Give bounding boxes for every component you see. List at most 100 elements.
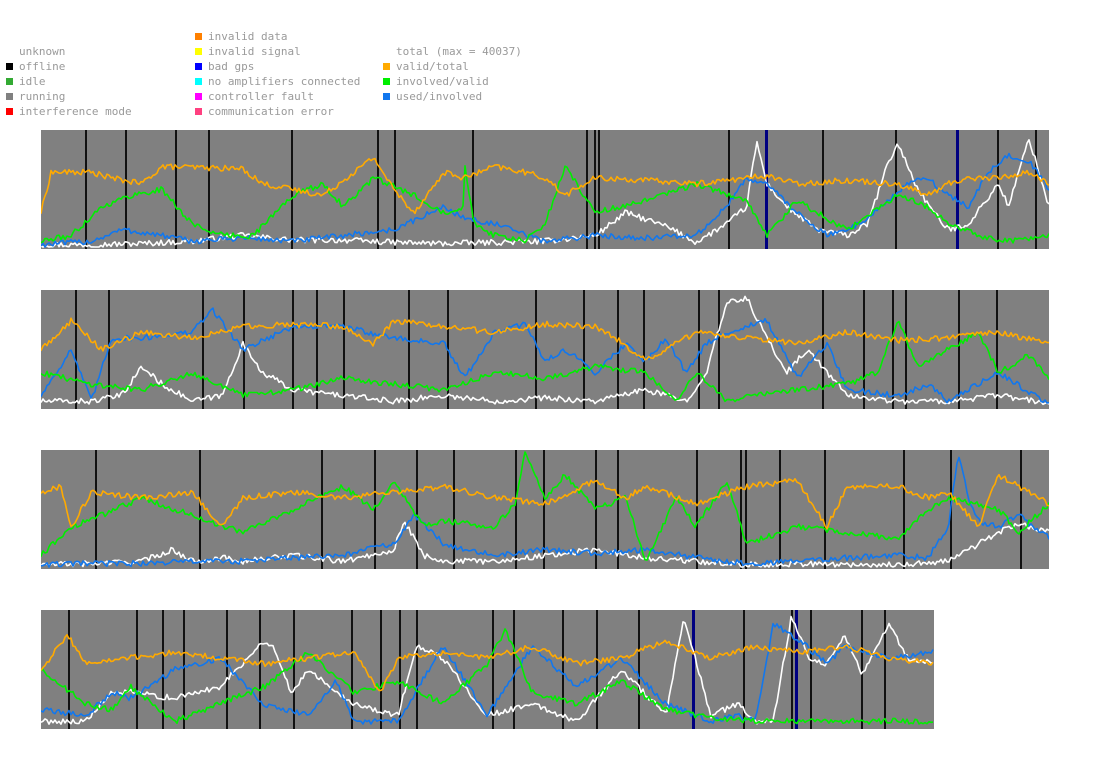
offline-marker xyxy=(472,130,474,249)
offline-marker xyxy=(863,290,865,409)
offline-marker xyxy=(374,450,376,569)
legend-label: idle xyxy=(19,75,46,88)
offline-marker xyxy=(822,130,824,249)
legend-swatch xyxy=(195,93,202,100)
legend-item: communication error xyxy=(195,104,360,119)
strip-1 xyxy=(41,130,1049,249)
offline-marker xyxy=(316,290,318,409)
offline-marker xyxy=(903,450,905,569)
offline-marker xyxy=(535,290,537,409)
series-line-valid-total xyxy=(41,633,934,692)
offline-marker xyxy=(598,130,600,249)
offline-marker xyxy=(779,450,781,569)
series-line-valid-total xyxy=(41,473,1049,530)
offline-marker xyxy=(617,450,619,569)
legend-swatch xyxy=(6,48,13,55)
legend-swatch xyxy=(6,63,13,70)
series-line-valid-total xyxy=(41,317,1049,361)
legend-swatch xyxy=(383,48,390,55)
offline-marker xyxy=(1035,130,1037,249)
legend-status: unknown offline idle running interference mo… xyxy=(6,44,132,119)
offline-marker xyxy=(226,610,228,729)
offline-marker xyxy=(583,290,585,409)
legend-swatch xyxy=(6,78,13,85)
legend-label: communication error xyxy=(208,105,334,118)
legend-swatch xyxy=(195,108,202,115)
strip-plot xyxy=(41,610,934,729)
legend-label: used/involved xyxy=(396,90,483,103)
legend-item: running xyxy=(6,89,132,104)
offline-marker xyxy=(698,290,700,409)
offline-marker xyxy=(643,290,645,409)
offline-marker xyxy=(543,450,545,569)
legend-swatch xyxy=(383,93,390,100)
offline-marker xyxy=(68,610,70,729)
offline-marker xyxy=(377,130,379,249)
offline-marker xyxy=(562,610,564,729)
strip-3 xyxy=(41,450,1049,569)
offline-marker xyxy=(125,130,127,249)
offline-marker xyxy=(208,130,210,249)
legend-label: invalid signal xyxy=(208,45,301,58)
offline-marker xyxy=(380,610,382,729)
legend-label: interference mode xyxy=(19,105,132,118)
offline-marker xyxy=(183,610,185,729)
offline-marker xyxy=(996,290,998,409)
offline-marker xyxy=(997,130,999,249)
offline-marker xyxy=(136,610,138,729)
series-line-involved-valid xyxy=(41,628,934,725)
offline-marker xyxy=(75,290,77,409)
plot-background xyxy=(41,130,1049,249)
legend-item: bad gps xyxy=(195,59,360,74)
legend-item: unknown xyxy=(6,44,132,59)
legend-label: involved/valid xyxy=(396,75,489,88)
strip-4 xyxy=(41,610,934,729)
offline-marker xyxy=(791,610,793,729)
legend-swatch xyxy=(6,108,13,115)
legend-item: offline xyxy=(6,59,132,74)
series-line-used-involved xyxy=(41,307,1049,404)
strip-plot xyxy=(41,290,1049,409)
plot-background xyxy=(41,610,934,729)
legend-item: total (max = 40037) xyxy=(383,44,522,59)
legend-item: invalid signal xyxy=(195,44,360,59)
offline-marker xyxy=(351,610,353,729)
offline-marker xyxy=(958,290,960,409)
offline-marker xyxy=(321,450,323,569)
legend-swatch xyxy=(195,33,202,40)
legend-label: bad gps xyxy=(208,60,255,73)
bad-gps-marker xyxy=(795,610,798,729)
legend-item: controller fault xyxy=(195,89,360,104)
offline-marker xyxy=(638,610,640,729)
offline-marker xyxy=(861,610,863,729)
offline-marker xyxy=(399,610,401,729)
bad-gps-marker xyxy=(765,130,768,249)
offline-marker xyxy=(492,610,494,729)
offline-marker xyxy=(515,450,517,569)
legend-item: involved/valid xyxy=(383,74,522,89)
offline-marker xyxy=(586,130,588,249)
offline-marker xyxy=(292,290,294,409)
offline-marker xyxy=(595,450,597,569)
legend-item: interference mode xyxy=(6,104,132,119)
offline-marker xyxy=(108,290,110,409)
bad-gps-marker xyxy=(956,130,959,249)
legend-swatch xyxy=(383,78,390,85)
strip-plot xyxy=(41,450,1049,569)
offline-marker xyxy=(175,130,177,249)
offline-marker xyxy=(162,610,164,729)
offline-marker xyxy=(905,290,907,409)
offline-marker xyxy=(95,450,97,569)
legend-item: no amplifiers connected xyxy=(195,74,360,89)
legend-label: offline xyxy=(19,60,66,73)
legend-label: total (max = 40037) xyxy=(396,45,522,58)
offline-marker xyxy=(259,610,261,729)
legend-item: used/involved xyxy=(383,89,522,104)
series-line-used-involved xyxy=(41,456,1049,568)
legend-label: no amplifiers connected xyxy=(208,75,361,88)
offline-marker xyxy=(884,610,886,729)
strip-2 xyxy=(41,290,1049,409)
offline-marker xyxy=(745,450,747,569)
series-line-total xyxy=(41,521,1049,568)
plot-background xyxy=(41,290,1049,409)
